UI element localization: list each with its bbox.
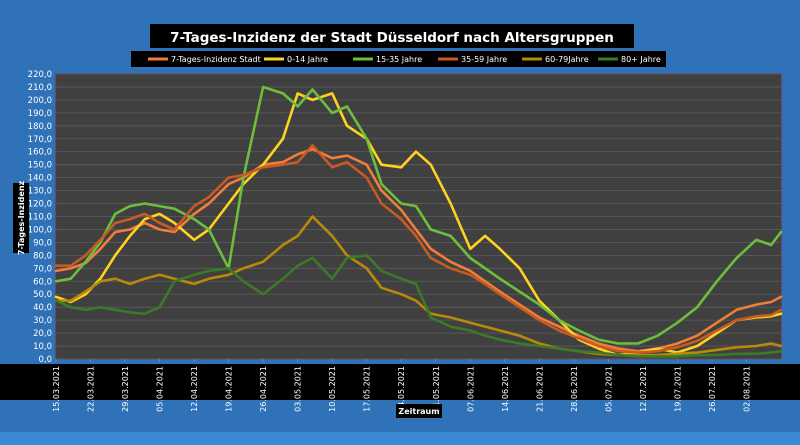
x-tick-label: 05.07.2021 [604, 366, 613, 412]
legend-box [131, 51, 666, 67]
series-layer [54, 85, 783, 358]
y-tick-label: 40,0 [33, 303, 52, 313]
x-axis-band [0, 364, 800, 400]
y-tick-label: 50,0 [33, 290, 52, 300]
legend-label: 7-Tages-Inzidenz Stadt [171, 55, 261, 64]
y-tick-label: 110,0 [28, 213, 52, 223]
y-tick-label: 200,0 [28, 96, 52, 106]
x-tick-label: 10.05.2021 [328, 366, 337, 412]
y-axis: 0,0 10,0 20,0 30,0 40,0 50,0 60,0 70,0 80,0 90,0 1… [28, 70, 52, 365]
legend-label: 80+ Jahre [621, 55, 661, 64]
x-tick-label: 29.03.2021 [121, 366, 130, 412]
y-tick-label: 80,0 [33, 251, 52, 261]
legend-item-3: 15-35 Jahre [353, 55, 422, 64]
x-tick-label: 19.04.2021 [225, 366, 234, 412]
x-tick-label: 12.04.2021 [190, 366, 199, 412]
y-axis-label: 7-Tages-Inzidenz [17, 180, 26, 255]
series-line-6 [54, 254, 783, 358]
y-tick-label: 90,0 [33, 238, 52, 248]
x-tick-label: 22.03.2021 [87, 366, 96, 412]
y-tick-label: 160,0 [28, 148, 52, 158]
legend: 7-Tages-Inzidenz Stadt 0-14 Jahre 15-35 Ja… [148, 55, 661, 64]
x-tick-label: 14.06.2021 [501, 366, 510, 412]
y-tick-label: 170,0 [28, 135, 52, 145]
chart-title: 7-Tages-Inzidenz der Stadt Düsseldorf na… [170, 30, 614, 46]
x-axis-label-box [396, 404, 442, 418]
legend-item-4: 35-59 Jahre [438, 55, 507, 64]
x-tick-label: 02.08.2021 [742, 366, 751, 412]
x-tick-label: 26.04.2021 [259, 366, 268, 412]
y-axis-label-box [13, 183, 29, 253]
y-tick-label: 30,0 [33, 316, 52, 326]
y-tick-label: 0,0 [38, 355, 52, 365]
y-tick-label: 190,0 [28, 109, 52, 119]
x-tick-label: 12.07.2021 [639, 366, 648, 412]
x-tick-label: 05.04.2021 [156, 366, 165, 412]
y-tick-label: 20,0 [33, 329, 52, 339]
x-tick-label: 26.07.2021 [708, 366, 717, 412]
legend-label: 60-79Jahre [545, 55, 589, 64]
grid [56, 73, 781, 360]
x-axis-label: Zeitraum [398, 407, 439, 416]
bottom-bar [0, 432, 800, 445]
y-tick-label: 140,0 [28, 174, 52, 184]
x-tick-label: 19.07.2021 [673, 366, 682, 412]
x-tick-label: 17.05.2021 [363, 366, 372, 412]
legend-item-5: 60-79Jahre [522, 55, 589, 64]
y-tick-label: 210,0 [28, 83, 52, 93]
series-line-2 [54, 92, 783, 357]
y-tick-label: 180,0 [28, 122, 52, 132]
x-tick-label: 07.06.2021 [466, 366, 475, 412]
y-tick-label: 120,0 [28, 200, 52, 210]
x-tick-label: 31.05.2021 [432, 366, 441, 412]
y-tick-label: 100,0 [28, 225, 52, 235]
legend-item-1: 7-Tages-Inzidenz Stadt [148, 55, 261, 64]
x-tick-label: 15.03.2021 [52, 366, 61, 412]
y-tick-label: 10,0 [33, 342, 52, 352]
series-line-4 [54, 144, 783, 354]
legend-label: 0-14 Jahre [287, 55, 328, 64]
x-axis: 15.03.2021 22.03.2021 29.03.2021 05.04.2021… [52, 359, 751, 412]
x-tick-label: 24.05.2021 [397, 366, 406, 412]
x-tick-label: 21.06.2021 [535, 366, 544, 412]
x-tick-label: 03.05.2021 [294, 366, 303, 412]
legend-item-2: 0-14 Jahre [264, 55, 328, 64]
x-tick-label: 28.06.2021 [570, 366, 579, 412]
legend-label: 35-59 Jahre [461, 55, 507, 64]
y-tick-label: 60,0 [33, 277, 52, 287]
series-line-3 [54, 85, 783, 345]
title-box [150, 24, 634, 48]
legend-item-6: 80+ Jahre [598, 55, 661, 64]
y-tick-label: 70,0 [33, 264, 52, 274]
y-tick-label: 150,0 [28, 161, 52, 171]
y-tick-label: 130,0 [28, 187, 52, 197]
y-tick-label: 220,0 [28, 70, 52, 80]
legend-label: 15-35 Jahre [376, 55, 422, 64]
